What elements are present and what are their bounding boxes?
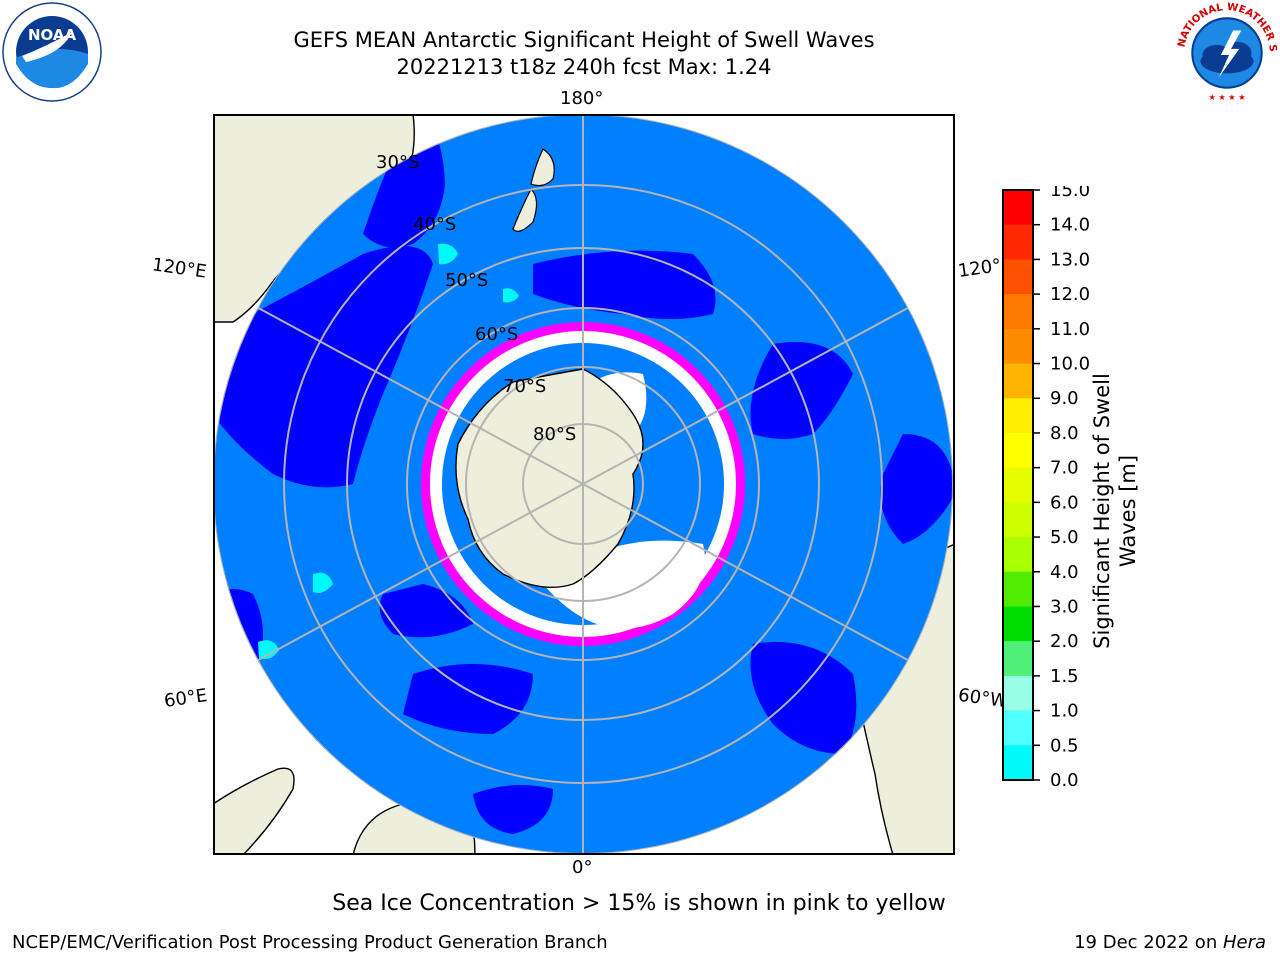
lat-label-30s: 30°S [376, 152, 419, 173]
colorbar-tick-label: 15.0 [1050, 186, 1090, 201]
svg-text:★ ★ ★ ★: ★ ★ ★ ★ [1208, 92, 1245, 102]
lat-label-40s: 40°S [413, 214, 456, 235]
colorbar-tick-label: 0.5 [1050, 735, 1079, 756]
colorbar-bands [1003, 190, 1033, 781]
colorbar-band [1003, 745, 1033, 781]
land-antarctica [455, 368, 644, 589]
nws-logo: NATIONAL WEATHER SERVICE ★ ★ ★ ★ [1176, 2, 1278, 103]
lon-label-180: 180° [560, 88, 604, 109]
chart-title: GEFS MEAN Antarctic Significant Height o… [293, 28, 875, 52]
colorbar-band [1003, 502, 1033, 538]
lon-label-60e: 60°E [162, 685, 209, 712]
colorbar-band [1003, 432, 1033, 469]
colorbar-title-line2: Waves [m] [1116, 454, 1140, 568]
land-new-zealand [512, 148, 555, 232]
colorbar-band [1003, 710, 1033, 746]
colorbar-band [1003, 190, 1033, 226]
colorbar-band [1003, 641, 1033, 677]
colorbar-tick-label: 6.0 [1050, 492, 1079, 513]
colorbar-band [1003, 675, 1033, 712]
colorbar-tick-label: 11.0 [1050, 319, 1090, 340]
noaa-logo: NOAA [2, 2, 102, 102]
footer-date-text: 19 Dec 2022 on [1074, 932, 1223, 953]
colorbar-tick-label: 4.0 [1050, 562, 1079, 583]
lat-label-50s: 50°S [445, 270, 488, 291]
lon-label-0: 0° [572, 857, 593, 878]
colorbar-band [1003, 606, 1033, 642]
colorbar-band [1003, 224, 1033, 260]
lat-label-60s: 60°S [475, 324, 518, 345]
colorbar-tick-label: 1.5 [1050, 666, 1079, 687]
colorbar-band [1003, 467, 1033, 503]
noaa-logo-text: NOAA [28, 26, 77, 44]
colorbar-band [1003, 398, 1033, 434]
footer-credit: NCEP/EMC/Verification Post Processing Pr… [12, 932, 608, 953]
map-frame [213, 114, 955, 855]
footer-date: 19 Dec 2022 on Hera [1074, 932, 1266, 953]
polar-map: 30°S 40°S 50°S 60°S 70°S 80°S [213, 114, 955, 855]
colorbar-tick-label: 13.0 [1050, 249, 1090, 270]
sea-ice-caption: Sea Ice Concentration > 15% is shown in … [332, 891, 946, 916]
colorbar-title-line1: Significant Height of Swell [1090, 373, 1114, 649]
colorbar-band [1003, 328, 1033, 365]
colorbar-band [1003, 537, 1033, 573]
colorbar-tick-label: 0.0 [1050, 770, 1079, 786]
graticule [213, 114, 953, 854]
colorbar-band [1003, 571, 1033, 607]
colorbar-tick-label: 10.0 [1050, 354, 1090, 375]
colorbar-tick-label: 14.0 [1050, 215, 1090, 236]
lat-label-70s: 70°S [503, 376, 546, 397]
lon-label-120w: 120° [956, 255, 1003, 282]
colorbar-title: Significant Height of Swell Waves [m] [1089, 311, 1141, 711]
footer-host: Hera [1222, 932, 1266, 953]
lat-label-80s: 80°S [533, 424, 576, 445]
colorbar-tick-label: 5.0 [1050, 527, 1079, 548]
colorbar-tick-label: 1.0 [1050, 701, 1079, 722]
swell-moderate-patches [258, 243, 519, 659]
chart-subtitle: 20221213 t18z 240h fcst Max: 1.24 [396, 55, 772, 79]
colorbar-tick-label: 9.0 [1050, 388, 1079, 409]
colorbar-band [1003, 363, 1033, 399]
colorbar: 15.0 14.0 13.0 12.0 11.0 10.0 9.0 8.0 7.0 6.0 5.0 4… [1002, 186, 1090, 786]
colorbar-tick-label: 8.0 [1050, 423, 1079, 444]
colorbar-tick-label: 7.0 [1050, 458, 1079, 479]
colorbar-frame [1002, 189, 1034, 781]
colorbar-tick-label: 12.0 [1050, 284, 1090, 305]
colorbar-band [1003, 294, 1033, 330]
land-madagascar [213, 767, 295, 855]
colorbar-band [1003, 259, 1033, 295]
colorbar-tick-label: 2.0 [1050, 631, 1079, 652]
lon-label-120e: 120°E [150, 254, 208, 283]
colorbar-tick-label: 3.0 [1050, 596, 1079, 617]
